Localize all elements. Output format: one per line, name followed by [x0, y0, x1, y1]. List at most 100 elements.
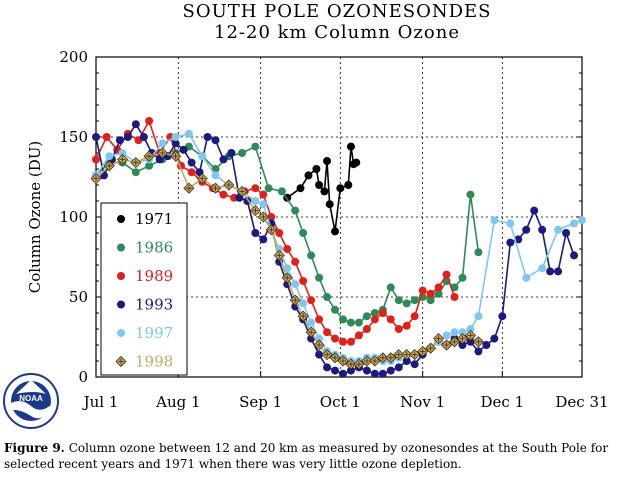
- data-point-1986: [362, 312, 371, 321]
- data-point-1993: [92, 133, 100, 141]
- data-point-1989: [386, 315, 395, 324]
- data-point-1997: [184, 129, 193, 138]
- noaa-logo: NOAA: [3, 373, 59, 429]
- y-tick-label: 150: [59, 128, 88, 146]
- data-point-1989: [378, 309, 387, 317]
- data-point-1993: [331, 366, 340, 375]
- data-point-1986: [291, 206, 300, 215]
- data-point-1986: [426, 296, 435, 305]
- chart-subtitle: 12-20 km Column Ozone: [214, 22, 460, 43]
- data-point-1998-cross: [106, 162, 113, 169]
- chart-title: SOUTH POLE OZONESONDES: [182, 1, 491, 22]
- data-point-1993: [474, 347, 483, 356]
- data-point-1986: [264, 184, 273, 193]
- data-point-1993: [323, 363, 332, 372]
- data-point-1993: [259, 235, 268, 244]
- legend-label-1993: 1993: [135, 296, 173, 314]
- data-point-1993: [251, 229, 260, 237]
- data-point-1993: [139, 133, 148, 141]
- data-point-1989: [259, 190, 268, 199]
- data-point-1989: [346, 337, 355, 346]
- data-point-1993: [482, 341, 491, 349]
- data-point-1989: [102, 133, 111, 141]
- data-point-1971: [304, 171, 313, 180]
- data-point-1997: [118, 149, 127, 157]
- data-point-1998-cross: [363, 358, 370, 364]
- x-tick-label: Aug 1: [155, 393, 200, 411]
- ticks: 0 50 100 150 200 Jul 1 Aug 1 Sep 1 Oct 1 Nov 1 Dec…: [59, 48, 608, 411]
- data-point-1989: [251, 184, 260, 193]
- legend-label-1997: 1997: [135, 324, 173, 342]
- data-point-1989: [402, 321, 411, 330]
- data-point-1989: [362, 325, 371, 333]
- data-point-1998-cross: [419, 348, 426, 355]
- data-point-1989: [267, 213, 276, 221]
- legend-marker-1997: [117, 329, 125, 337]
- data-point-1986: [386, 283, 395, 292]
- x-tick-label: Oct 1: [320, 393, 361, 411]
- figure-caption: Figure 9. Column ozone between 12 and 20…: [4, 440, 640, 472]
- data-point-1998-cross: [292, 297, 299, 304]
- data-point-1997: [538, 264, 547, 273]
- data-point-1993: [187, 158, 196, 167]
- y-axis-label: Column Ozone (DU): [26, 141, 44, 294]
- data-point-1998-cross: [185, 185, 192, 192]
- data-point-1993: [171, 139, 180, 148]
- data-point-1993: [562, 229, 571, 237]
- data-point-1998-cross: [355, 361, 362, 368]
- data-point-1997: [458, 328, 467, 337]
- data-point-1993: [394, 363, 403, 372]
- data-point-1998-cross: [347, 361, 354, 368]
- data-point-1998-cross: [435, 335, 442, 342]
- data-point-1993: [498, 312, 507, 321]
- data-point-1989: [92, 155, 100, 164]
- data-point-1998-cross: [93, 175, 99, 182]
- data-point-1993: [546, 267, 555, 276]
- data-point-1993: [402, 357, 411, 365]
- legend-marker-1986: [117, 243, 125, 252]
- data-point-1997: [522, 273, 531, 282]
- data-point-1998-cross: [403, 351, 410, 358]
- data-point-1993: [370, 369, 379, 378]
- legend-label-1971: 1971: [135, 210, 173, 228]
- data-point-1998-cross: [427, 345, 434, 352]
- data-point-1986: [211, 165, 220, 173]
- data-point-1993: [315, 350, 324, 359]
- data-point-1997: [211, 171, 220, 180]
- data-point-1986: [354, 318, 363, 327]
- data-point-1993: [554, 267, 563, 276]
- legend-marker-1998-cross: [118, 358, 124, 365]
- data-point-1993: [131, 120, 140, 129]
- data-point-1989: [442, 270, 451, 279]
- data-point-1997: [299, 299, 308, 308]
- data-point-1986: [307, 251, 316, 260]
- data-point-1989: [323, 328, 332, 337]
- data-point-1993: [338, 369, 347, 378]
- data-point-1971: [323, 157, 332, 165]
- legend-marker-1971: [117, 215, 125, 223]
- data-point-1998-cross: [451, 338, 458, 345]
- data-point-1998-cross: [387, 354, 394, 361]
- data-point-1993: [522, 225, 531, 234]
- data-point-1998-cross: [467, 332, 474, 339]
- data-point-1986: [315, 273, 324, 282]
- legend-marker-1989: [117, 272, 125, 280]
- data-point-1997: [506, 219, 515, 228]
- data-point-1998-cross: [119, 156, 126, 163]
- data-point-1998-cross: [276, 252, 283, 259]
- data-point-1986: [331, 305, 340, 314]
- data-point-1971: [331, 227, 340, 236]
- data-point-1997: [291, 280, 300, 289]
- data-point-1986: [394, 296, 403, 305]
- data-point-1997: [442, 331, 451, 340]
- data-point-1998-cross: [239, 188, 246, 195]
- data-point-1997: [466, 325, 475, 333]
- data-point-1993: [490, 334, 499, 343]
- legend-label-1989: 1989: [135, 267, 173, 285]
- data-point-1998-cross: [411, 351, 418, 358]
- data-point-1986: [410, 296, 419, 305]
- data-point-1997: [554, 225, 563, 234]
- data-point-1997: [105, 152, 114, 161]
- data-point-1997: [474, 312, 483, 321]
- data-point-1993: [115, 136, 124, 145]
